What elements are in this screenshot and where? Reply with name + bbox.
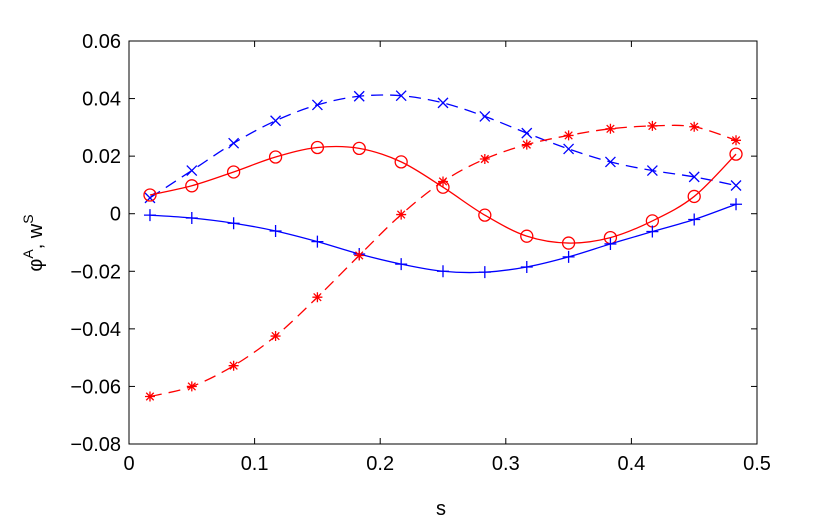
data-point [269, 224, 282, 237]
data-point [143, 209, 156, 222]
data-point [186, 381, 197, 392]
y-tick-label: 0.02 [82, 146, 121, 168]
data-point [647, 120, 658, 131]
data-point [604, 156, 616, 168]
plot-frame [128, 40, 758, 445]
series-layer [143, 90, 743, 402]
data-point [394, 155, 408, 169]
data-point [731, 135, 742, 146]
y-axis-label-sup-a: A [20, 249, 36, 259]
data-point [730, 198, 743, 211]
x-tick-label: 0.5 [743, 453, 771, 475]
y-tick-label: −0.04 [70, 319, 121, 341]
data-point [352, 141, 366, 156]
data-point [185, 179, 199, 193]
series-4 [144, 120, 742, 402]
y-tick-label: 0 [110, 204, 121, 226]
y-axis-label: φA, wS [20, 214, 47, 271]
x-tick-label: 0.3 [492, 453, 520, 475]
y-tick-label: −0.06 [70, 376, 121, 398]
y-axis-label-w: w [25, 223, 47, 239]
data-point [353, 90, 365, 102]
data-point [563, 143, 575, 155]
data-point [563, 130, 574, 141]
data-point [437, 97, 449, 109]
x-axis-label: s [436, 498, 446, 520]
x-tick-label: 0 [123, 453, 134, 475]
data-point [185, 212, 198, 225]
data-point [438, 176, 448, 187]
y-tick-label: −0.02 [70, 261, 121, 283]
ticks-layer: 0 0.1 0.2 0.3 0.4 0.5 −0.08 −0.06 −0.04 −0.02 0 0.0… [70, 31, 771, 475]
x-tick-label: 0.1 [241, 453, 269, 475]
y-axis-label-sep: , [25, 238, 47, 249]
data-point [144, 391, 155, 402]
y-tick-label: −0.08 [70, 434, 121, 456]
data-point [478, 208, 492, 222]
plot-area [128, 40, 758, 445]
data-point [688, 171, 700, 183]
data-point [646, 225, 659, 238]
data-point [186, 165, 198, 176]
data-point [521, 127, 533, 139]
data-point [604, 237, 617, 250]
data-point [354, 250, 365, 261]
data-point [687, 189, 701, 204]
data-point [227, 217, 240, 230]
data-point [562, 250, 575, 263]
data-point [143, 188, 157, 202]
data-point [520, 229, 534, 243]
data-point [268, 150, 283, 164]
data-point [689, 121, 700, 132]
x-tick-label: 0.4 [617, 453, 645, 475]
data-point [270, 331, 281, 342]
data-point [226, 165, 241, 179]
y-tick-label: 0.04 [82, 89, 121, 111]
data-point [395, 90, 407, 102]
data-point [311, 235, 324, 248]
series-line [149, 145, 737, 244]
data-point [688, 213, 701, 226]
series-3 [143, 198, 743, 279]
data-point [311, 99, 323, 111]
series-line [149, 94, 737, 199]
data-point [479, 110, 491, 122]
data-point [561, 236, 576, 250]
data-point [310, 140, 325, 155]
data-point [396, 209, 407, 220]
x-tick-label: 0.2 [366, 453, 394, 475]
data-point [520, 260, 533, 273]
data-point [437, 265, 449, 278]
data-point [729, 147, 743, 161]
y-tick-label: 0.06 [82, 31, 121, 53]
data-point [521, 139, 532, 150]
data-point [478, 266, 491, 279]
data-point [605, 123, 616, 134]
data-point [270, 115, 282, 127]
y-axis-label-phi: φ [25, 259, 47, 272]
data-point [479, 154, 490, 165]
series-2 [143, 140, 743, 250]
data-point [228, 360, 239, 371]
data-point [395, 258, 408, 271]
data-point [228, 137, 240, 149]
y-axis-label-sup-s: S [20, 214, 36, 223]
data-point [646, 165, 658, 176]
series-1 [144, 90, 742, 204]
data-point [312, 292, 323, 303]
data-point [730, 180, 742, 191]
